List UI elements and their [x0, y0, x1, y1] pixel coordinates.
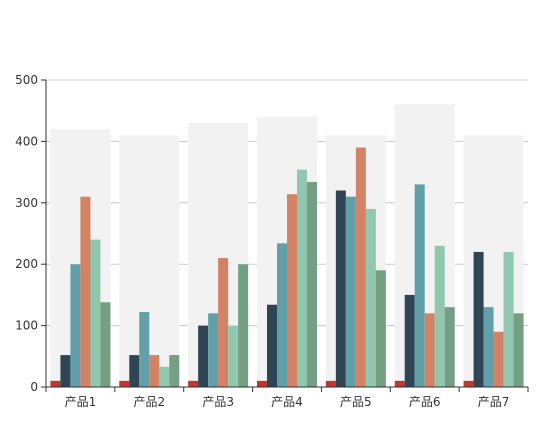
data-bar	[325, 380, 336, 387]
x-tick-label: 产品5	[340, 395, 372, 409]
x-tick-label: 产品6	[409, 395, 441, 409]
data-bar	[355, 147, 366, 387]
x-tick-label: 产品7	[478, 395, 510, 409]
data-bar	[424, 313, 435, 387]
data-bar	[493, 331, 504, 387]
data-bar	[139, 312, 150, 387]
y-tick-label: 200	[15, 257, 38, 271]
data-bar	[287, 194, 297, 387]
axes: 0 100 200 300 400 500 产品1 产品2 产品3 产品4 产品5 产品6 产品7	[15, 73, 529, 409]
data-bar	[159, 366, 170, 387]
x-tick-label: 产品2	[133, 395, 165, 409]
data-bar	[394, 380, 405, 387]
data-bar	[463, 380, 474, 387]
x-tick-label: 产品1	[65, 395, 97, 409]
data-bar	[503, 251, 514, 387]
data-bar	[404, 294, 415, 387]
data-bar	[198, 325, 209, 387]
data-bar	[473, 251, 484, 387]
data-bar	[50, 380, 61, 387]
data-bar	[267, 304, 277, 387]
data-bar	[70, 264, 81, 387]
y-tick-label: 0	[30, 380, 38, 394]
data-bar	[80, 196, 91, 387]
data-bar	[218, 258, 229, 387]
data-bar	[434, 245, 445, 387]
data-bar	[149, 355, 160, 387]
y-tick-label: 400	[15, 134, 38, 148]
data-bar	[188, 380, 199, 387]
data-bar	[208, 313, 219, 387]
data-bar	[60, 355, 71, 387]
data-bar	[365, 208, 376, 387]
x-tick-label: 产品3	[202, 395, 234, 409]
data-bar	[129, 355, 140, 387]
data-bar	[119, 380, 130, 387]
data-bar	[345, 196, 356, 387]
data-bar	[169, 355, 180, 387]
data-bar	[444, 307, 455, 387]
x-tick-label: 产品4	[271, 395, 303, 409]
data-bars	[50, 147, 524, 387]
y-tick-label: 500	[15, 73, 38, 87]
data-bar	[277, 243, 287, 387]
data-bar	[414, 184, 425, 387]
data-bar	[238, 264, 249, 387]
data-bar	[297, 169, 307, 387]
data-bar	[90, 239, 101, 387]
data-bar	[375, 270, 386, 387]
data-bar	[228, 325, 239, 387]
data-bar	[483, 307, 494, 387]
data-bar	[335, 190, 346, 387]
data-bar	[513, 313, 524, 387]
y-tick-label: 100	[15, 319, 38, 333]
y-tick-label: 300	[15, 196, 38, 210]
data-bar	[257, 380, 267, 387]
data-bar	[100, 302, 111, 387]
data-bar	[307, 181, 317, 387]
